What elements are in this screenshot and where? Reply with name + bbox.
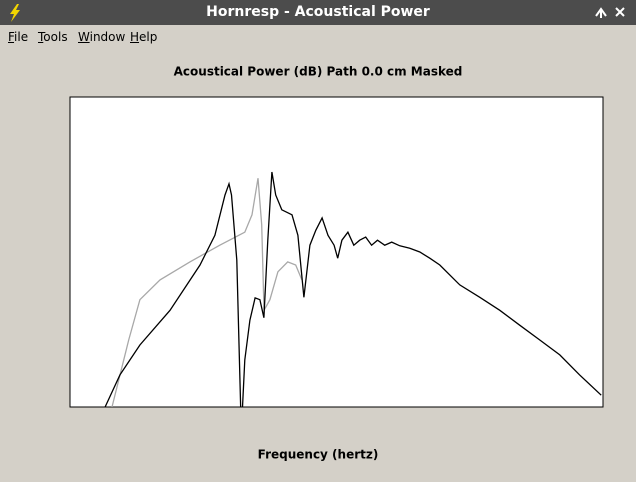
series-line bbox=[111, 178, 303, 407]
series-line bbox=[104, 171, 602, 407]
window-controls[interactable] bbox=[590, 0, 630, 25]
x-axis-title: Frequency (hertz) bbox=[258, 448, 379, 462]
menu-item[interactable]: Tools bbox=[38, 30, 68, 44]
chart-title: Acoustical Power (dB) Path 0.0 cm Masked bbox=[174, 65, 463, 79]
window-title: Hornresp - Acoustical Power bbox=[206, 4, 430, 20]
menu-item[interactable]: Help bbox=[130, 30, 158, 44]
menu-item[interactable]: File bbox=[8, 30, 29, 44]
menu-item[interactable]: Window bbox=[78, 30, 126, 44]
chart: Acoustical Power (dB) Path 0.0 cm Masked… bbox=[69, 65, 604, 462]
title-bar: Hornresp - Acoustical Power bbox=[0, 0, 636, 25]
app-icon bbox=[10, 4, 20, 22]
